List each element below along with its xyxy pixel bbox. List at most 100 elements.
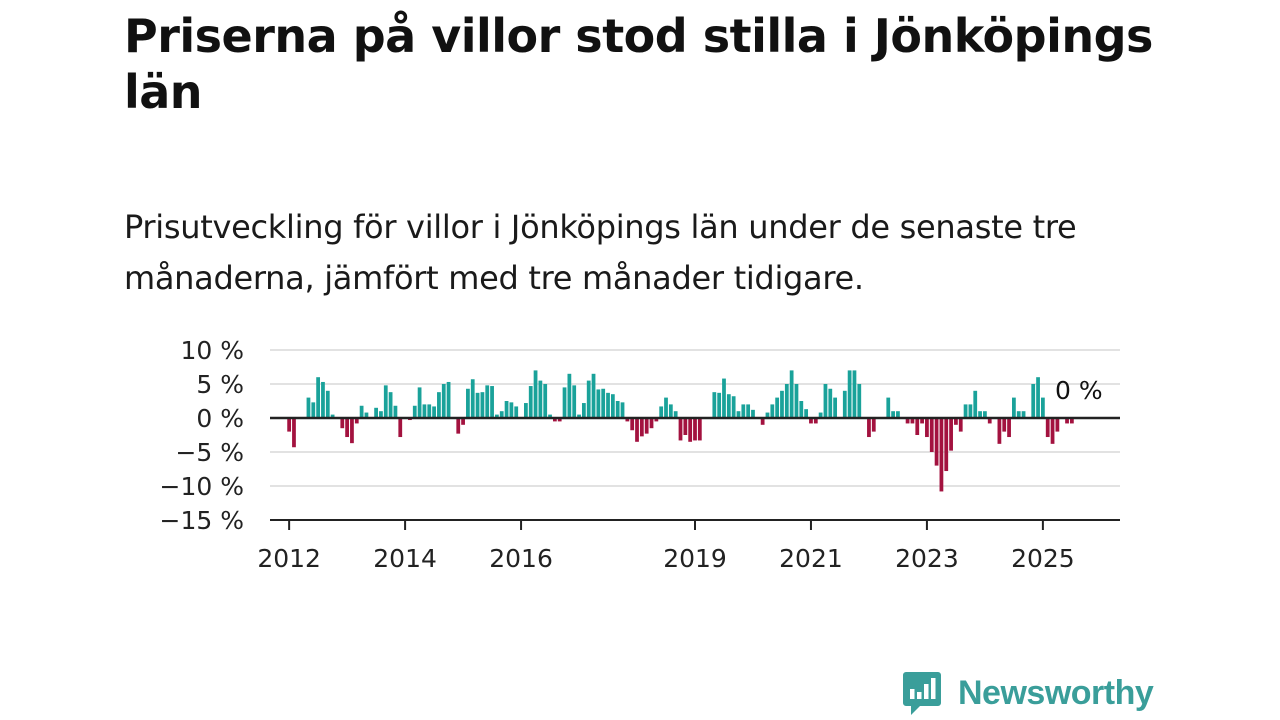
bar-positive: [567, 373, 572, 418]
bar-positive: [306, 397, 311, 418]
bar-negative: [1007, 418, 1011, 438]
bar-positive: [726, 394, 731, 418]
bar-positive: [842, 390, 847, 418]
bar-negative: [678, 418, 683, 441]
bar-negative: [644, 418, 649, 434]
bar-positive: [470, 379, 475, 418]
bar-positive: [804, 409, 809, 418]
bar-positive: [379, 411, 383, 418]
bar-positive: [321, 381, 325, 418]
bar-positive: [886, 397, 891, 418]
bar-positive: [983, 411, 987, 418]
bar-negative: [625, 418, 630, 422]
bar-negative: [915, 418, 920, 435]
bar-positive: [852, 370, 857, 418]
bar-positive: [572, 385, 577, 418]
bar-negative: [1045, 418, 1050, 438]
bar-negative: [871, 418, 876, 432]
last-value-label: 0 %: [1055, 376, 1103, 405]
y-tick-label: 5 %: [196, 370, 244, 399]
bar-positive: [741, 404, 746, 418]
bar-positive: [446, 381, 451, 418]
bar-positive: [606, 392, 610, 418]
bar-positive: [417, 387, 422, 418]
bar-positive: [818, 412, 823, 418]
bar-positive: [543, 384, 548, 418]
y-tick-label: −10 %: [160, 472, 244, 501]
bar-positive: [325, 390, 330, 418]
bar-positive: [427, 404, 432, 418]
bar-positive: [668, 404, 673, 418]
bar-negative: [905, 418, 910, 424]
bar-negative: [340, 418, 345, 429]
bar-positive: [664, 397, 668, 418]
bar-positive: [746, 404, 751, 418]
bar-negative: [1069, 418, 1074, 424]
bar-negative: [760, 418, 765, 425]
bar-negative: [939, 418, 944, 492]
bar-positive: [581, 403, 586, 418]
bar-negative: [697, 418, 702, 441]
bar-negative: [1050, 418, 1055, 444]
bar-negative: [997, 418, 1002, 444]
bar-positive: [485, 385, 490, 418]
bar-positive: [586, 380, 591, 418]
bar-positive: [717, 392, 722, 418]
bar-positive: [891, 411, 895, 418]
bar-negative: [461, 418, 465, 425]
x-tick-label: 2021: [779, 544, 843, 573]
bar-positive: [722, 378, 726, 418]
bar-positive: [968, 404, 973, 418]
bar-positive: [514, 406, 519, 418]
bar-positive: [1016, 411, 1021, 418]
bar-positive: [765, 412, 770, 418]
bar-negative: [287, 418, 292, 432]
bar-positive: [393, 405, 398, 418]
bar-positive: [1041, 397, 1045, 418]
x-tick-label: 2019: [663, 544, 727, 573]
bar-positive: [533, 370, 538, 418]
bar-positive: [504, 401, 509, 418]
bar-positive: [770, 404, 775, 418]
bar-negative: [910, 418, 915, 424]
bar-positive: [799, 401, 804, 418]
bar-positive: [775, 397, 780, 418]
bar-positive: [499, 411, 504, 418]
y-tick-label: −15 %: [160, 506, 244, 535]
bar-positive: [475, 392, 480, 418]
bar-negative: [683, 418, 688, 435]
bar-positive: [784, 384, 789, 418]
bar-positive: [383, 385, 388, 418]
bar-negative: [958, 418, 963, 432]
bar-positive: [857, 384, 862, 418]
bar-positive: [712, 392, 717, 418]
bar-positive: [538, 380, 543, 418]
bar-positive: [528, 386, 533, 418]
brand-logo[interactable]: Newsworthy: [902, 670, 1154, 716]
bar-negative: [1002, 418, 1007, 432]
bar-positive: [509, 402, 514, 418]
bar-negative: [688, 418, 693, 442]
bar-negative: [809, 418, 813, 424]
bar-positive: [432, 406, 436, 418]
bar-positive: [466, 388, 470, 418]
bar-positive: [311, 402, 316, 418]
bar-positive: [548, 414, 552, 418]
bar-positive: [1012, 397, 1016, 418]
bar-positive: [780, 390, 784, 418]
bar-positive: [833, 397, 838, 418]
bar-positive: [794, 384, 799, 418]
bar-positive: [973, 390, 978, 418]
bar-negative: [398, 418, 403, 438]
bar-negative: [350, 418, 354, 444]
bar-negative: [987, 418, 992, 424]
bar-negative: [813, 418, 818, 424]
bar-positive: [736, 411, 741, 418]
bar-negative: [552, 418, 557, 422]
bar-negative: [920, 418, 924, 424]
brand-name: Newsworthy: [958, 673, 1154, 712]
bar-positive: [751, 409, 755, 418]
y-tick-label: 10 %: [180, 336, 244, 365]
bar-positive: [480, 392, 485, 418]
bar-positive: [330, 414, 335, 418]
